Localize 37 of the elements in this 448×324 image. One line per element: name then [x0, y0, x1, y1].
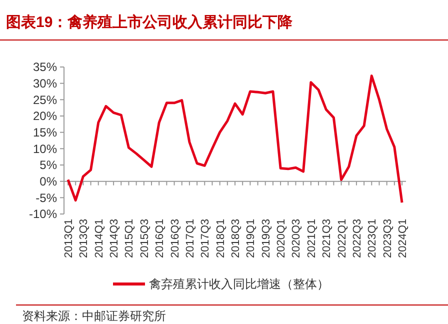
chart-title: 图表19：禽养殖上市公司收入累计同比下降: [6, 13, 294, 31]
x-tick-label: 2022Q3: [351, 218, 364, 258]
x-tick-label: 2019Q1: [245, 218, 258, 258]
x-tick-label: 2018Q3: [230, 218, 242, 258]
x-tick-label: 2021Q1: [306, 218, 318, 258]
x-tick-label: 2020Q1: [276, 218, 288, 258]
x-tick-label: 2017Q1: [184, 218, 196, 258]
x-tick-label: 2019Q3: [260, 218, 272, 258]
x-tick-label: 2022Q1: [336, 218, 348, 258]
y-tick-label: -10%: [28, 207, 58, 222]
x-tick-label: 2023Q1: [366, 218, 379, 258]
x-tick-label: 2016Q1: [154, 218, 166, 258]
x-tick-label: 2013Q1: [63, 218, 75, 258]
y-tick-label: 0%: [40, 174, 58, 189]
x-tick-label: 2021Q3: [321, 218, 334, 258]
y-tick-label: 35%: [32, 60, 58, 74]
x-tick-label: 2014Q1: [93, 218, 106, 258]
x-tick-label: 2018Q1: [214, 218, 227, 258]
text: 资料来源：中邮证券研究所: [22, 309, 166, 323]
x-tick-label: 2014Q3: [108, 218, 121, 258]
y-tick-label: 20%: [32, 109, 58, 124]
x-tick-label: 2015Q1: [124, 218, 136, 258]
x-tick-label: 2023Q3: [382, 218, 394, 258]
y-tick-label: 5%: [40, 158, 58, 172]
x-tick-label: 2016Q3: [169, 218, 182, 258]
x-tick-label: 2024Q1: [397, 218, 409, 258]
legend-label: 禽弃殖累计收入同比增速（整体）: [149, 277, 329, 292]
y-tick-label: 10%: [32, 142, 58, 156]
y-tick-label: 30%: [32, 76, 58, 91]
x-tick-label: 2015Q3: [138, 218, 151, 258]
y-tick-label: 25%: [32, 92, 58, 107]
y-tick-label: 15%: [32, 126, 58, 140]
y-tick-label: -5%: [36, 190, 58, 205]
x-tick-label: 2020Q3: [290, 218, 303, 258]
line-series: [66, 74, 404, 204]
x-tick-label: 2013Q3: [78, 218, 90, 258]
x-tick-label: 2017Q3: [200, 218, 212, 258]
